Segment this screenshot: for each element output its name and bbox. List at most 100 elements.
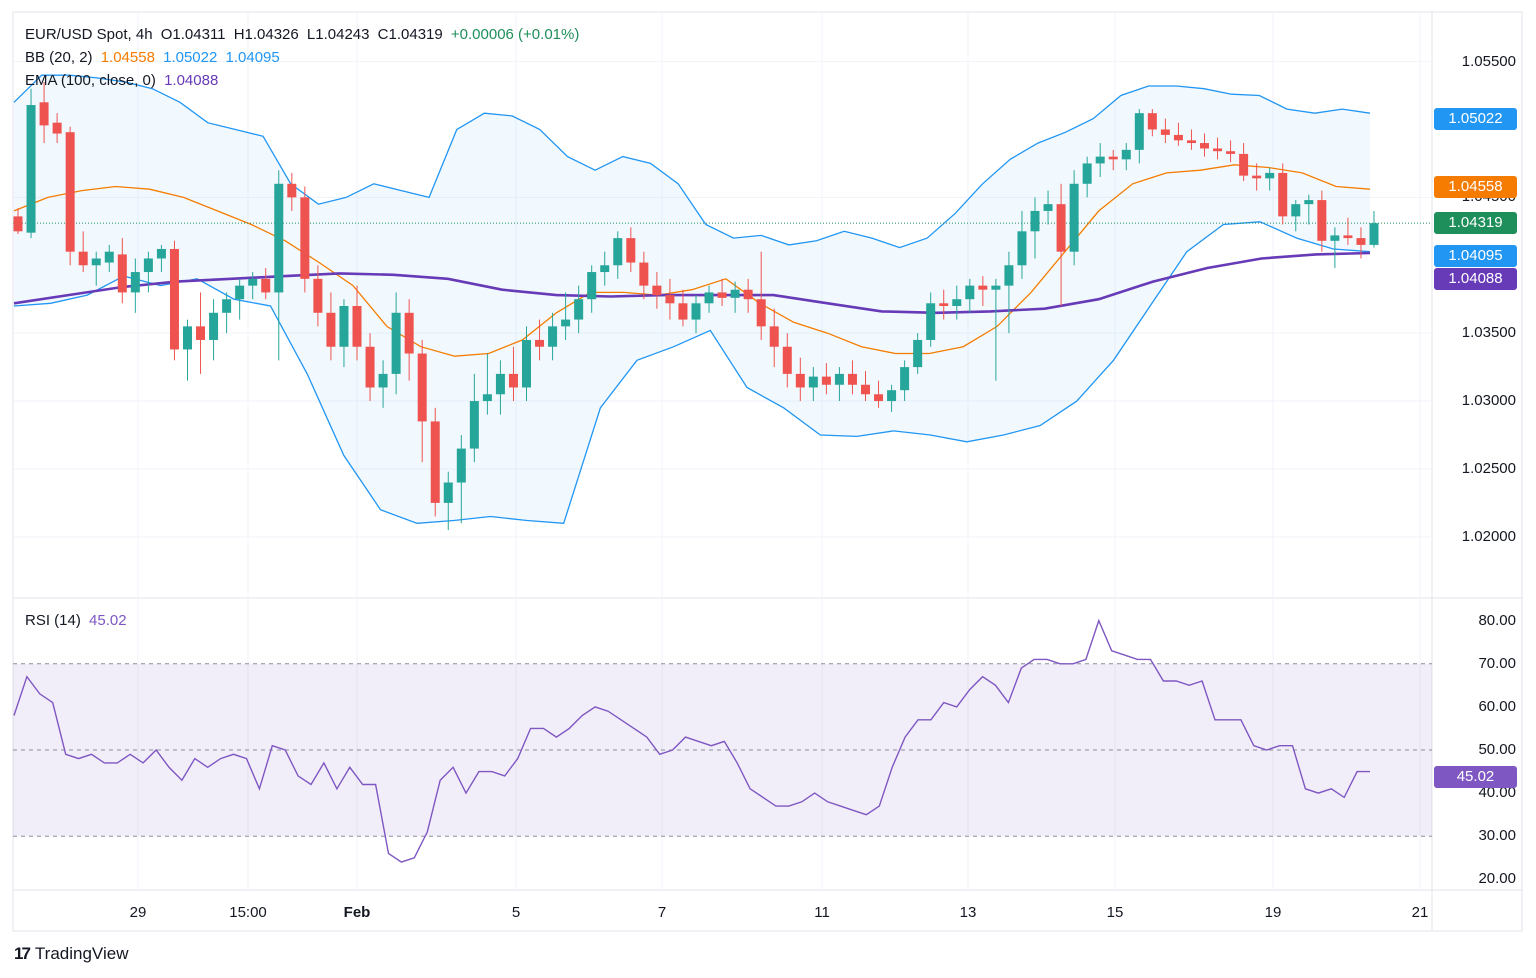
legend-rsi-label[interactable]: RSI (14) <box>25 612 81 629</box>
price-grid <box>13 12 1432 890</box>
time-tick-label: 19 <box>1264 904 1282 921</box>
legend-symbol-row: EUR/USD Spot, 4h O1.04311 H1.04326 L1.04… <box>25 26 583 43</box>
rsi-tick-label: 70.00 <box>1478 654 1516 672</box>
candle-body <box>274 183 284 293</box>
candle-body <box>939 303 949 306</box>
candle-body <box>900 367 910 391</box>
candle-body <box>143 258 153 273</box>
ema-price-badge: 1.04088 <box>1434 268 1517 290</box>
rsi-value-badge: 45.02 <box>1434 766 1517 788</box>
rsi-pane <box>13 618 1432 863</box>
candle-body <box>1173 134 1183 141</box>
candle-body <box>730 289 740 298</box>
candle-body <box>704 292 714 304</box>
candle-body <box>222 299 232 313</box>
candle-body <box>378 373 388 388</box>
bb-band-area <box>14 75 1370 524</box>
rsi-tick-label: 60.00 <box>1478 697 1516 715</box>
candle-body <box>965 285 975 300</box>
legend-ema-label[interactable]: EMA (100, close, 0) <box>25 72 156 89</box>
chart-frame <box>12 11 1523 932</box>
rsi-tick-label: 20.00 <box>1478 870 1516 888</box>
legend-high: H1.04326 <box>233 26 299 43</box>
candle-body <box>782 346 792 374</box>
candle-body <box>261 278 271 293</box>
candle-body <box>300 197 310 279</box>
candle-body <box>456 448 466 483</box>
legend-symbol[interactable]: EUR/USD Spot, 4h <box>25 26 153 43</box>
bollinger-band-fill <box>14 75 1370 524</box>
candle-body <box>652 285 662 296</box>
bb-lower-price-badge: 1.04095 <box>1434 245 1517 267</box>
candle-body <box>952 299 962 306</box>
candle-body <box>352 306 362 347</box>
candle-body <box>1317 200 1327 241</box>
legend-bb-lower: 1.04095 <box>225 49 280 66</box>
candle-body <box>1330 235 1340 241</box>
candle-body <box>508 373 518 388</box>
legend-bb-mid: 1.04558 <box>100 49 155 66</box>
candle-body <box>365 346 375 388</box>
candle-body <box>808 376 818 388</box>
candle-body <box>313 278 323 313</box>
candle-body <box>1226 151 1236 154</box>
price-tick-label: 1.03000 <box>1461 392 1516 410</box>
bb-mid-price-badge: 1.04558 <box>1434 176 1517 198</box>
bb-upper-line <box>13 74 1371 249</box>
candle-body <box>1239 153 1249 176</box>
candle-body <box>91 258 101 266</box>
candle-body <box>78 251 88 266</box>
candle-body <box>1291 204 1301 217</box>
candle-body <box>978 285 988 290</box>
candle-body <box>430 421 440 503</box>
candle-body <box>717 292 727 298</box>
candle-body <box>834 373 844 385</box>
candle-body <box>443 482 453 503</box>
legend-bb-label[interactable]: BB (20, 2) <box>25 49 93 66</box>
legend-bb-upper: 1.05022 <box>163 49 218 66</box>
rsi-band <box>13 663 1432 837</box>
candle-body <box>1265 172 1275 179</box>
legend-rsi-value: 45.02 <box>89 612 127 629</box>
candle-body <box>156 248 166 259</box>
time-tick-label: 5 <box>511 904 521 921</box>
candle-body <box>639 262 649 286</box>
legend-bb-row: BB (20, 2) 1.04558 1.05022 1.04095 <box>25 49 284 66</box>
candle-body <box>1082 163 1092 184</box>
tradingview-logo[interactable]: 17 TradingView <box>14 944 128 964</box>
candle-body <box>913 339 923 368</box>
candle-body <box>13 216 23 232</box>
legend-ema-value: 1.04088 <box>164 72 219 89</box>
candle-body <box>248 278 258 286</box>
time-tick-label: Feb <box>343 904 371 921</box>
candle-body <box>1252 175 1262 179</box>
candle-body <box>613 238 623 266</box>
candle-body <box>65 132 75 252</box>
ema-line <box>13 251 1371 315</box>
rsi-tick-label: 30.00 <box>1478 827 1516 845</box>
legend-rsi-row: RSI (14) 45.02 <box>25 612 131 629</box>
candle-body <box>861 384 870 395</box>
candle-body <box>339 306 349 347</box>
candle-body <box>1278 172 1288 217</box>
time-tick-label: 15:00 <box>229 904 267 921</box>
candle-body <box>391 312 401 374</box>
candle-body <box>926 303 936 340</box>
rsi-tick-label: 50.00 <box>1478 741 1516 758</box>
candle-body <box>1095 156 1105 164</box>
time-tick-label: 7 <box>657 904 667 921</box>
indicator-lines <box>13 74 1432 524</box>
candle-body <box>821 376 831 385</box>
candle-body <box>1056 204 1066 252</box>
time-tick-label: 21 <box>1411 904 1429 921</box>
last-price-badge: 1.04319 <box>1434 212 1517 234</box>
time-tick-label: 29 <box>129 904 147 921</box>
price-tick-label: 1.02000 <box>1461 527 1516 545</box>
candle-body <box>1134 113 1144 150</box>
tradingview-logo-icon: 17 <box>14 944 31 963</box>
candle-body <box>1108 156 1118 160</box>
rsi-tick-label: 40.00 <box>1478 784 1516 802</box>
legend-change: +0.00006 (+0.01%) <box>450 26 580 43</box>
